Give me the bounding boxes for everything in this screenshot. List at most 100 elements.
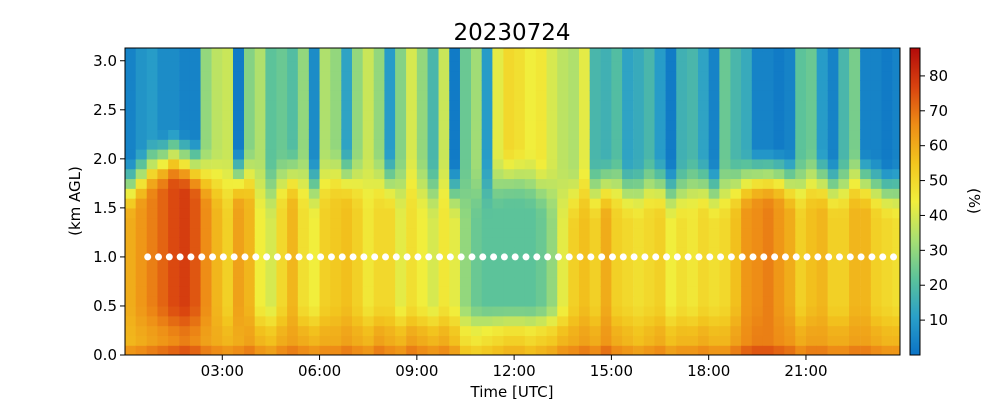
heatmap-cell (232, 325, 245, 336)
heatmap-cell (308, 237, 321, 248)
heatmap-cell (611, 227, 623, 238)
heatmap-cell (395, 178, 407, 189)
heatmap-cell (795, 80, 807, 91)
heatmap-cell (611, 305, 623, 317)
heatmap-cell (200, 178, 212, 189)
heatmap-cell (535, 168, 548, 180)
heatmap-cell (795, 48, 807, 52)
heatmap-cell (795, 256, 807, 268)
heatmap-cell (244, 109, 256, 121)
heatmap-cell (481, 99, 493, 111)
heatmap-cell (762, 335, 775, 346)
chart-title: 20230724 (453, 20, 570, 46)
heatmap-cell (244, 119, 256, 131)
heatmap-cell (686, 139, 699, 150)
heatmap-cell (524, 188, 537, 199)
heatmap-cell (265, 247, 277, 258)
heatmap-cell (265, 345, 277, 355)
heatmap-cell (481, 296, 493, 307)
heatmap-cell (514, 276, 526, 287)
heatmap-cell (232, 276, 245, 287)
heatmap-cell (222, 296, 234, 307)
heatmap-cell (827, 109, 839, 121)
heatmap-cell (697, 109, 710, 121)
heatmap-cell (643, 48, 656, 52)
heatmap-cell (503, 325, 515, 336)
heatmap-cell (265, 70, 277, 81)
heatmap-cell (524, 178, 537, 189)
heatmap-cell (438, 276, 450, 287)
heatmap-cell (827, 80, 839, 91)
heatmap-cell (589, 237, 601, 248)
heatmap-cell (860, 99, 872, 111)
marker-point (198, 253, 206, 261)
heatmap-cell (665, 188, 677, 199)
heatmap-cell (449, 227, 461, 238)
heatmap-cell (254, 70, 267, 81)
heatmap-cell (287, 198, 299, 209)
heatmap-cell (416, 178, 429, 189)
heatmap-cell (535, 315, 548, 327)
heatmap-cell (881, 345, 893, 355)
heatmap-cell (524, 119, 537, 131)
heatmap-cell (589, 345, 601, 355)
heatmap-cell (168, 256, 180, 268)
heatmap-cell (373, 70, 386, 81)
heatmap-cell (622, 207, 634, 219)
heatmap-cell (362, 99, 374, 111)
heatmap-cell (470, 315, 483, 327)
heatmap-cell (568, 90, 580, 101)
heatmap-cell (589, 139, 601, 150)
heatmap-cell (784, 217, 796, 229)
heatmap-cell (546, 227, 558, 238)
heatmap-cell (557, 178, 569, 189)
heatmap-cell (449, 207, 461, 219)
heatmap-cell (870, 227, 883, 238)
marker-point (598, 253, 606, 261)
heatmap-cell (416, 139, 429, 150)
heatmap-cell (622, 256, 634, 268)
heatmap-cell (881, 335, 893, 346)
heatmap-cell (546, 188, 558, 199)
heatmap-cell (719, 296, 731, 307)
heatmap-cell (427, 296, 439, 307)
marker-point (641, 253, 649, 261)
heatmap-cell (146, 335, 159, 346)
heatmap-cell (578, 227, 591, 238)
heatmap-cell (125, 178, 137, 189)
heatmap-cell (557, 325, 569, 336)
heatmap-cell (427, 256, 439, 268)
heatmap-cell (179, 237, 191, 248)
heatmap-cell (351, 315, 364, 327)
heatmap-cell (135, 99, 147, 111)
heatmap-cell (362, 90, 374, 101)
heatmap-cell (751, 129, 764, 140)
heatmap-cell (557, 305, 569, 317)
heatmap-cell (849, 345, 861, 355)
heatmap-cell (849, 178, 861, 189)
heatmap-cell (697, 335, 710, 346)
heatmap-cell (870, 139, 883, 150)
heatmap-cell (287, 305, 299, 317)
marker-point (392, 253, 400, 261)
heatmap-cell (762, 60, 775, 72)
heatmap-cell (492, 80, 504, 91)
heatmap-cell (297, 48, 310, 52)
heatmap-cell (708, 70, 720, 81)
heatmap-cell (816, 188, 828, 199)
heatmap-cell (503, 345, 515, 355)
heatmap-cell (125, 188, 137, 199)
heatmap-cell (600, 207, 612, 219)
heatmap-cell (881, 266, 893, 278)
heatmap-cell (600, 168, 612, 180)
heatmap-cell (665, 266, 677, 278)
heatmap-cell (492, 70, 504, 81)
heatmap-cell (211, 80, 223, 91)
heatmap-cell (459, 266, 472, 278)
heatmap-cell (751, 50, 764, 62)
x-axis-label: Time [UTC] (470, 383, 554, 400)
heatmap-cell (524, 129, 537, 140)
heatmap-cell (125, 207, 137, 219)
heatmap-cell (341, 315, 353, 327)
heatmap-cell (157, 227, 169, 238)
